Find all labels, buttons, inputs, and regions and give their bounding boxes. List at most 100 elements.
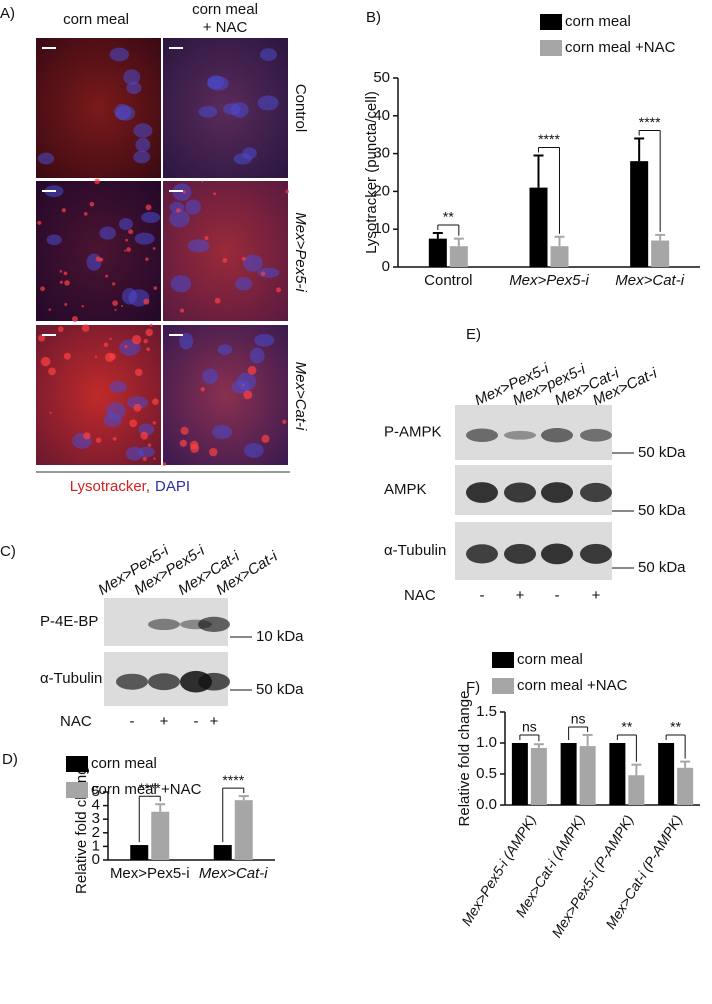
- treatment-label: NAC: [404, 587, 436, 604]
- blot-band: [148, 673, 180, 691]
- puncta: [145, 257, 149, 261]
- nucleus: [127, 396, 149, 409]
- puncta: [145, 204, 152, 211]
- bar: [428, 238, 447, 267]
- puncta: [209, 447, 218, 457]
- bar: [651, 240, 670, 267]
- legend-swatch: [66, 756, 88, 772]
- blot-band: [541, 543, 573, 565]
- nucleus: [118, 218, 133, 231]
- marker-label: 10 kDa: [256, 628, 304, 645]
- bar: [677, 767, 694, 805]
- y-tick-label: 0.0: [476, 796, 497, 813]
- nucleus: [46, 234, 62, 246]
- nucleus: [243, 254, 263, 272]
- nucleus: [257, 95, 279, 111]
- y-tick-label: 40: [373, 107, 390, 124]
- column-header: corn meal: [63, 11, 129, 28]
- blot-band: [148, 618, 180, 631]
- puncta: [214, 297, 221, 304]
- puncta: [282, 419, 287, 424]
- treatment-label: NAC: [60, 713, 92, 730]
- blot-band: [541, 482, 573, 503]
- nucleus: [233, 153, 252, 165]
- puncta: [63, 271, 68, 276]
- band-label: P-AMPK: [384, 423, 442, 440]
- puncta: [200, 387, 205, 392]
- bar: [579, 746, 596, 805]
- y-tick-label: 5: [92, 783, 100, 800]
- puncta: [261, 434, 270, 443]
- puncta: [94, 178, 100, 185]
- nucleus: [126, 81, 142, 95]
- legend-label: corn meal +NAC: [565, 39, 676, 56]
- puncta: [49, 411, 52, 414]
- y-axis-label: Relative fold change: [456, 691, 473, 827]
- nucleus: [138, 446, 155, 458]
- puncta: [112, 436, 117, 441]
- nucleus: [103, 413, 122, 428]
- puncta: [152, 247, 156, 250]
- blot-band: [198, 672, 230, 691]
- significance: ****: [222, 772, 244, 788]
- y-tick-label: 1: [92, 837, 100, 854]
- puncta: [133, 403, 142, 412]
- puncta: [37, 220, 42, 225]
- x-tick-label: Control: [424, 272, 472, 289]
- puncta: [162, 462, 167, 466]
- puncta: [176, 208, 181, 213]
- nucleus: [170, 275, 192, 293]
- legend-swatch: [540, 40, 562, 56]
- blot-band: [504, 482, 536, 503]
- nucleus: [244, 443, 264, 458]
- y-tick-label: 10: [373, 220, 390, 237]
- puncta: [143, 338, 148, 344]
- blot-band: [580, 428, 612, 442]
- puncta: [95, 437, 102, 443]
- puncta: [59, 280, 63, 284]
- puncta: [61, 208, 66, 213]
- puncta: [135, 368, 143, 377]
- panel-label: A): [0, 5, 15, 22]
- nucleus: [37, 152, 55, 165]
- y-tick-label: 0.5: [476, 765, 497, 782]
- puncta: [38, 334, 46, 342]
- legend-swatch: [492, 652, 514, 668]
- bar: [530, 747, 547, 805]
- y-axis-label: Relative fold change: [73, 758, 90, 894]
- puncta: [241, 256, 246, 261]
- bar: [609, 743, 626, 805]
- puncta: [147, 443, 152, 447]
- panel-label: E): [466, 326, 481, 343]
- nucleus: [185, 199, 201, 215]
- nucleus: [134, 232, 155, 245]
- puncta: [105, 274, 109, 278]
- y-tick-label: 0: [382, 258, 390, 275]
- nucleus: [179, 332, 194, 350]
- nucleus: [202, 368, 218, 384]
- blot-band: [580, 543, 612, 564]
- legend-swatch: [492, 678, 514, 694]
- nucleus: [187, 239, 210, 253]
- puncta: [201, 180, 204, 183]
- bar: [630, 161, 649, 267]
- puncta: [180, 308, 185, 313]
- puncta: [83, 212, 88, 216]
- x-tick-label: Mex>Cat-i: [199, 865, 268, 882]
- nucleus: [99, 226, 116, 240]
- puncta: [247, 365, 257, 375]
- marker-label: 50 kDa: [638, 444, 686, 461]
- marker-label: 50 kDa: [638, 559, 686, 576]
- puncta: [40, 356, 51, 367]
- column-header: corn meal: [192, 1, 258, 18]
- puncta: [129, 419, 138, 428]
- puncta: [213, 192, 217, 196]
- blot-band: [116, 673, 148, 690]
- treatment-sign: +: [592, 587, 601, 604]
- y-tick-label: 1.5: [476, 703, 497, 720]
- puncta: [153, 286, 158, 290]
- puncta: [143, 298, 150, 305]
- puncta: [131, 334, 142, 345]
- marker-label: 50 kDa: [256, 681, 304, 698]
